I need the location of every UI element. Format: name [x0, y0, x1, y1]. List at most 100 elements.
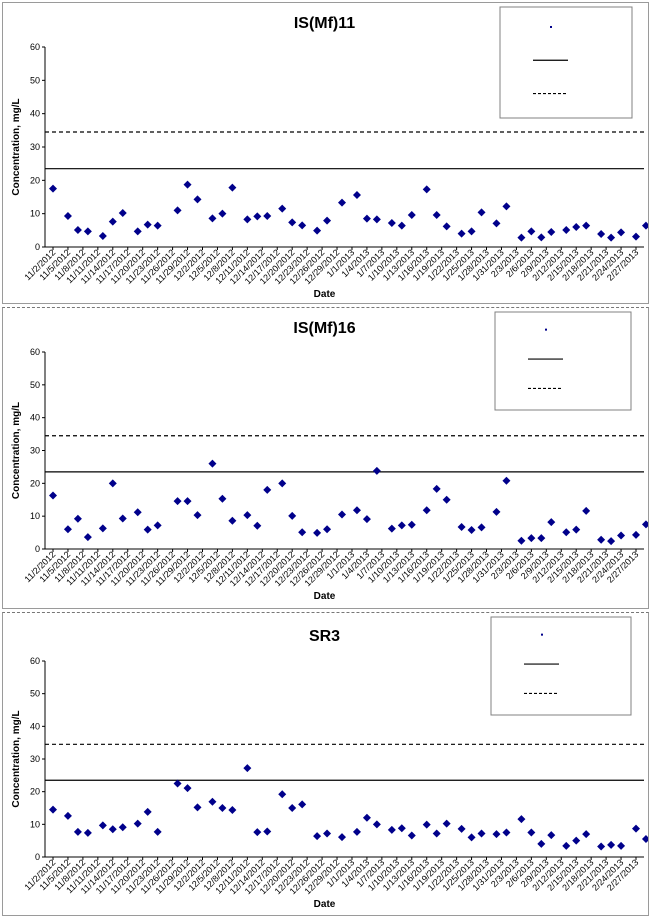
data-point-marker: [73, 226, 82, 234]
y-tick-label: 40: [30, 413, 40, 423]
data-point-marker: [582, 221, 591, 230]
data-point-marker: [298, 800, 307, 809]
y-tick-label: 60: [30, 347, 40, 357]
data-point-marker: [49, 184, 57, 193]
data-point-marker: [83, 828, 92, 837]
data-point-marker: [253, 828, 262, 837]
data-point-marker: [632, 232, 640, 241]
data-point-marker: [253, 212, 262, 221]
chart-2-svg: IS(Mf)16 0 10 20 30 40 50 60 Concentration, mg/L…: [11, 311, 648, 602]
data-point-marker: [118, 823, 127, 832]
data-point-marker: [183, 784, 192, 793]
data-point-marker: [467, 833, 476, 842]
data-point-marker: [492, 830, 501, 839]
data-point-marker: [193, 195, 202, 204]
data-point-marker: [278, 479, 287, 488]
data-point-marker: [617, 228, 626, 237]
data-point-marker: [457, 229, 466, 238]
data-point-marker: [617, 531, 626, 540]
chart-panel-1: IS(Mf)11 0 10 20 30 40 50 60 Concentration, mg/L…: [2, 2, 649, 304]
data-point-marker: [547, 831, 556, 840]
data-point-marker: [288, 804, 297, 812]
y-axis-label: Concentration, mg/L: [11, 710, 22, 807]
data-point-marker: [397, 221, 406, 230]
x-axis-label: Date: [314, 289, 336, 300]
data-point-marker: [63, 811, 72, 820]
data-point-marker: [323, 216, 332, 225]
y-axis-label: Concentration, mg/L: [11, 98, 22, 195]
data-point-marker: [517, 815, 526, 824]
data-point-marker: [263, 485, 272, 494]
data-point-marker: [562, 528, 571, 537]
y-tick-label: 30: [30, 754, 40, 764]
data-point-marker: [208, 797, 217, 806]
y-tick-label: 0: [35, 544, 40, 554]
y-tick-label: 50: [30, 689, 40, 699]
data-point-marker: [572, 525, 581, 534]
data-point-marker: [442, 819, 451, 828]
data-point-marker: [243, 511, 252, 520]
data-point-marker: [492, 219, 501, 228]
data-point-marker: [153, 221, 162, 230]
data-point-marker: [442, 222, 451, 231]
data-point-marker: [502, 828, 511, 837]
data-point-marker: [183, 180, 192, 189]
data-point-marker: [288, 511, 297, 520]
data-point-marker: [422, 820, 431, 829]
data-point-marker: [597, 535, 606, 544]
data-point-marker: [477, 523, 486, 532]
data-point-marker: [397, 521, 406, 530]
data-point-marker: [173, 779, 182, 788]
y-tick-label: 60: [30, 42, 40, 52]
data-point-marker: [143, 807, 152, 816]
data-point-marker: [407, 520, 416, 529]
chart-title: IS(Mf)16: [293, 320, 355, 337]
data-point-marker: [243, 764, 252, 773]
data-point-marker: [407, 831, 416, 840]
data-point-marker: [467, 227, 476, 236]
legend-marker-swatch: [545, 328, 547, 331]
data-point-marker: [338, 510, 347, 519]
data-point-marker: [133, 819, 142, 828]
data-point-marker: [477, 829, 486, 838]
data-point-marker: [173, 206, 182, 215]
data-point-marker: [517, 233, 526, 242]
data-point-marker: [527, 534, 536, 543]
chart-panel-2: IS(Mf)16 0 10 20 30 40 50 60 Concentration, mg/L…: [2, 307, 649, 609]
y-tick-label: 30: [30, 446, 40, 456]
legend-box: [494, 311, 632, 411]
data-point-marker: [617, 841, 626, 850]
data-point-marker: [208, 459, 217, 468]
data-point-marker: [153, 521, 162, 530]
data-point-marker: [547, 518, 556, 527]
data-point-marker: [632, 530, 640, 539]
data-point-marker: [517, 536, 526, 545]
data-point-marker: [263, 827, 272, 836]
data-point-marker: [338, 833, 347, 842]
data-point-marker: [582, 830, 591, 839]
data-point-marker: [108, 825, 117, 834]
data-point-marker: [527, 828, 536, 837]
data-point-marker: [228, 183, 237, 192]
data-point-marker: [562, 841, 571, 850]
data-point-marker: [49, 491, 57, 500]
data-point-marker: [362, 214, 371, 223]
data-point-marker: [632, 824, 640, 833]
data-point-marker: [253, 521, 262, 530]
data-point-marker: [597, 842, 606, 851]
data-point-marker: [108, 217, 117, 226]
data-point-marker: [133, 508, 142, 517]
chart-1-svg: IS(Mf)11 0 10 20 30 40 50 60 Concentration, mg/L…: [11, 6, 648, 300]
y-tick-label: 40: [30, 109, 40, 119]
chart-title: IS(Mf)11: [294, 15, 355, 32]
data-point-marker: [173, 497, 182, 506]
data-point-marker: [362, 813, 371, 822]
data-point-marker: [492, 507, 501, 516]
y-tick-label: 50: [30, 380, 40, 390]
data-point-marker: [607, 537, 616, 546]
data-point-marker: [143, 525, 152, 534]
y-tick-label: 20: [30, 478, 40, 488]
data-point-marker: [547, 228, 556, 236]
data-point-marker: [193, 511, 202, 520]
